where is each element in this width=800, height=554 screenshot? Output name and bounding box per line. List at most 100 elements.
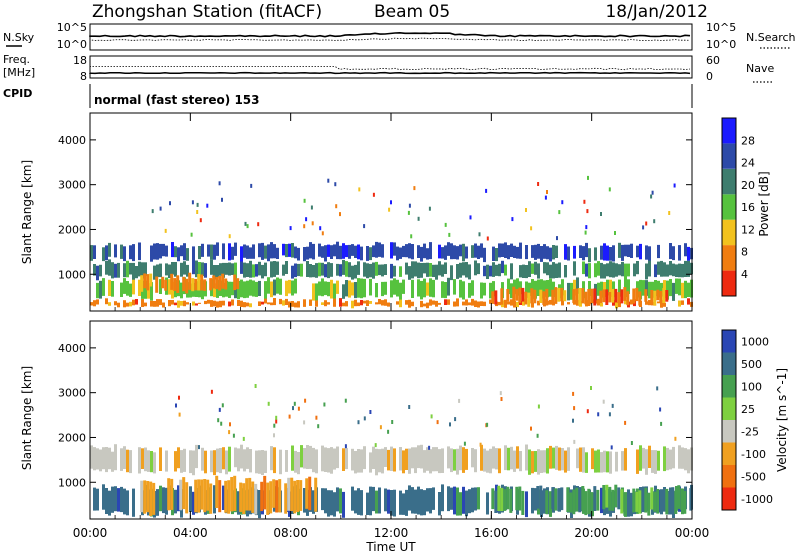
echo-cell <box>246 224 249 229</box>
echo-cell <box>624 244 627 257</box>
echo-cell <box>515 288 519 301</box>
echo-cell <box>333 244 336 257</box>
echo-cell <box>254 384 257 388</box>
echo-cell <box>354 264 357 279</box>
echo-cell <box>351 265 354 280</box>
echo-cell <box>566 487 570 512</box>
echo-cell <box>273 433 275 438</box>
echo-cell <box>324 447 327 472</box>
echo-cell <box>217 418 220 423</box>
echo-cell <box>551 487 555 509</box>
echo-cell <box>546 190 548 194</box>
echo-cell <box>498 243 501 258</box>
echo-cell <box>176 275 180 293</box>
echo-cell <box>381 264 384 277</box>
echo-cell <box>441 247 444 259</box>
echo-cell <box>681 263 684 278</box>
echo-cell <box>423 278 426 298</box>
echo-cell <box>141 298 144 307</box>
echo-cell <box>594 247 597 261</box>
echo-cell <box>255 281 258 297</box>
echo-cell <box>174 451 177 472</box>
nsky-trace <box>89 31 691 38</box>
echo-cell <box>321 231 324 236</box>
echo-cell <box>330 490 333 516</box>
echo-cell <box>129 450 132 474</box>
echo-cell <box>617 487 621 510</box>
echo-cell <box>381 300 384 306</box>
echo-cell <box>528 261 531 277</box>
echo-cell <box>522 298 525 306</box>
echo-cell <box>509 488 513 513</box>
echo-cell <box>123 246 126 262</box>
echo-cell <box>453 279 456 295</box>
echo-cell <box>638 291 642 306</box>
echo-cell <box>135 299 138 305</box>
echo-cell <box>608 412 611 417</box>
echo-cell <box>237 491 240 515</box>
echo-cell <box>584 230 587 235</box>
echo-cell <box>420 246 423 262</box>
echo-cell <box>621 451 624 471</box>
echo-cell <box>483 448 486 472</box>
echo-cell <box>314 477 318 512</box>
echo-cell <box>459 492 462 516</box>
echo-cell <box>495 264 498 276</box>
echo-cell <box>258 450 261 474</box>
echo-cell <box>374 443 377 448</box>
echo-cell <box>678 263 681 278</box>
echo-cell <box>147 450 150 472</box>
echo-cell <box>521 490 525 515</box>
power-colorbar: 4 8 12 16 20 24 28 <box>721 117 755 297</box>
echo-cell <box>303 420 306 425</box>
colorbar-tick-label: -100 <box>741 448 766 461</box>
echo-cell <box>572 289 576 304</box>
echo-cell <box>510 283 513 299</box>
echo-cell <box>222 485 225 510</box>
echo-cell <box>279 449 282 475</box>
echo-cell <box>285 450 288 472</box>
echo-cell <box>195 260 198 278</box>
echo-cell <box>447 277 450 296</box>
x-tick-label: 00:00 <box>675 526 710 540</box>
echo-cell <box>408 203 411 208</box>
colorbar-tick-label: 500 <box>741 358 762 371</box>
echo-cell <box>249 279 252 296</box>
echo-cell <box>678 300 681 307</box>
echo-cell <box>323 402 326 407</box>
echo-cell <box>357 302 360 307</box>
echo-cell <box>606 451 609 473</box>
echo-cell <box>152 482 156 515</box>
echo-cell <box>292 406 294 411</box>
echo-cell <box>159 243 162 259</box>
echo-cell <box>567 302 570 305</box>
echo-cell <box>192 260 195 275</box>
echo-cell <box>456 298 459 307</box>
echo-cell <box>612 245 615 262</box>
echo-cell <box>387 489 390 514</box>
echo-cell <box>159 206 162 211</box>
echo-cell <box>171 281 174 299</box>
echo-cell <box>310 205 313 210</box>
echo-cell <box>363 300 366 304</box>
echo-cell <box>537 279 540 296</box>
echo-cell <box>336 446 339 469</box>
echo-cell <box>228 301 231 307</box>
echo-cell <box>291 301 294 307</box>
echo-cell <box>534 488 537 511</box>
echo-cell <box>288 243 291 257</box>
echo-cell <box>444 245 447 260</box>
echo-cell <box>432 300 435 305</box>
echo-cell <box>212 275 216 289</box>
echo-cell <box>261 242 264 260</box>
echo-cell <box>465 246 468 259</box>
echo-cell <box>306 261 309 277</box>
echo-cell <box>501 243 504 257</box>
echo-cell <box>506 486 510 510</box>
echo-cell <box>480 243 483 258</box>
echo-cell <box>492 281 495 297</box>
echo-cell <box>674 490 678 514</box>
echo-cell <box>561 300 564 306</box>
echo-cell <box>507 278 510 295</box>
echo-cell <box>485 188 488 193</box>
